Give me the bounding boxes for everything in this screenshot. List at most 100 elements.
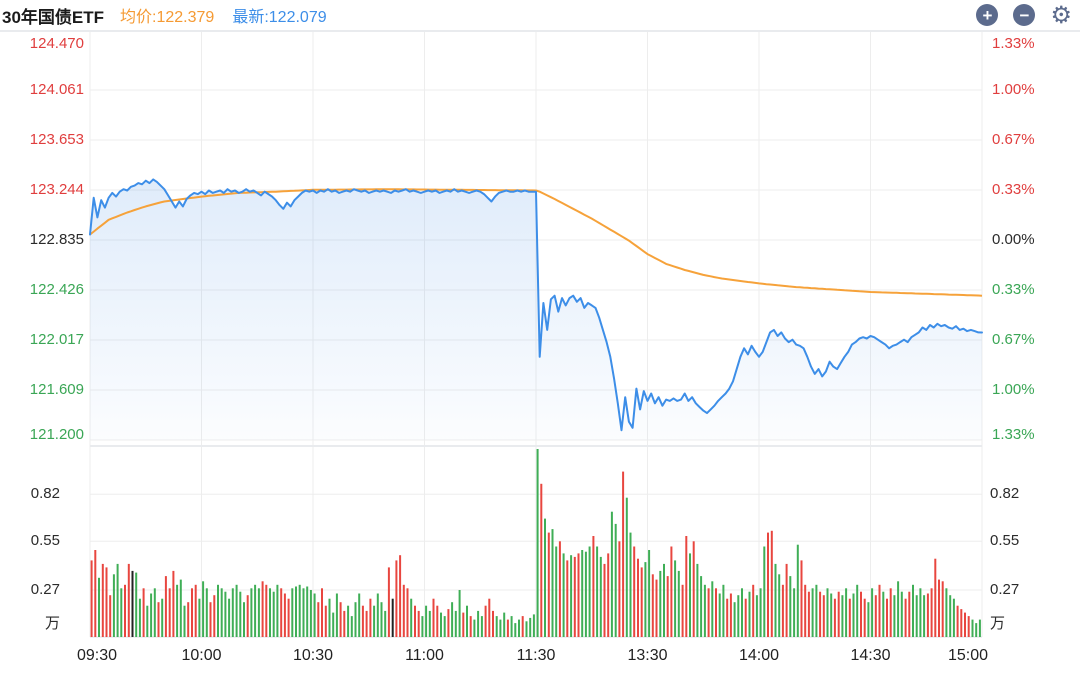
volume-bar	[209, 602, 212, 637]
volume-bar	[194, 584, 197, 637]
volume-bar	[863, 598, 866, 637]
volume-bar	[462, 612, 465, 637]
zoom-in-icon[interactable]: +	[976, 4, 999, 26]
volume-bar	[473, 619, 476, 637]
volume-bar	[696, 563, 699, 637]
volume-bar	[677, 570, 680, 637]
volume-bar	[235, 584, 238, 637]
percent-axis-label: 0.33%	[992, 181, 1035, 198]
volume-bar	[469, 616, 472, 637]
volume-bar	[971, 619, 974, 637]
volume-bar	[737, 595, 740, 637]
volume-bar	[860, 591, 862, 637]
volume-bar	[603, 563, 606, 637]
volume-bar	[540, 483, 543, 637]
volume-bar	[458, 590, 461, 637]
volume-bar	[707, 588, 710, 637]
volume-bar	[350, 616, 353, 637]
time-axis-label: 09:30	[76, 647, 118, 664]
time-axis-label: 15:00	[947, 647, 989, 664]
zoom-out-icon[interactable]: −	[1013, 4, 1036, 26]
settings-gear-icon[interactable]: ⚙	[1050, 1, 1072, 29]
volume-unit-label: 万	[44, 615, 60, 632]
volume-bar	[793, 588, 796, 637]
volume-bar	[176, 584, 179, 637]
volume-bar	[135, 572, 138, 637]
volume-bar	[778, 574, 781, 637]
price-axis-label: 121.609	[29, 381, 84, 398]
volume-bar	[689, 553, 691, 637]
volume-bar	[521, 616, 524, 637]
volume-bar	[544, 518, 546, 637]
volume-bar	[410, 598, 413, 637]
volume-bar	[131, 570, 134, 637]
volume-bar	[845, 588, 848, 637]
percent-axis-label: 1.33%	[992, 426, 1035, 443]
volume-bar	[915, 595, 918, 637]
volume-bar	[767, 532, 769, 637]
volume-bar	[254, 584, 257, 637]
volume-bar	[280, 588, 283, 637]
volume-bar	[187, 602, 190, 637]
volume-bar	[912, 584, 914, 637]
volume-bar	[283, 593, 286, 637]
volume-bar	[347, 605, 350, 637]
volume-bar	[168, 588, 171, 637]
volume-axis-label: 0.82	[30, 485, 60, 503]
volume-bar	[726, 598, 729, 637]
volume-bar	[287, 598, 290, 637]
volume-bar	[637, 558, 639, 637]
volume-bar	[547, 532, 550, 637]
volume-bar	[763, 546, 766, 637]
volume-bar	[744, 598, 747, 637]
volume-bar	[952, 598, 955, 637]
volume-bar	[882, 591, 885, 637]
percent-axis-label: 0.00%	[992, 231, 1035, 248]
volume-bar	[614, 523, 617, 637]
volume-bar	[246, 595, 249, 637]
volume-bar	[354, 602, 357, 637]
volume-bar	[659, 570, 662, 637]
volume-bar	[964, 612, 966, 637]
volume-bar	[239, 591, 242, 637]
percent-axis-label: 0.67%	[992, 331, 1035, 348]
volume-bar	[618, 541, 621, 637]
volume-bar	[514, 623, 517, 637]
price-axis-label: 122.017	[29, 331, 84, 348]
volume-bar	[789, 576, 792, 637]
volume-bar	[841, 595, 844, 637]
volume-bar	[629, 532, 632, 637]
volume-bar	[919, 588, 922, 637]
volume-bar	[562, 553, 565, 637]
volume-bar	[826, 588, 829, 637]
volume-bar	[295, 586, 297, 637]
volume-bar	[856, 584, 859, 637]
volume-bar	[243, 602, 245, 637]
volume-bar	[622, 471, 625, 637]
volume-bar	[822, 595, 825, 637]
volume-bar	[819, 591, 822, 637]
percent-axis-label: 0.67%	[992, 131, 1035, 148]
volume-bar	[451, 602, 454, 637]
volume-bar	[733, 602, 736, 637]
price-area-fill	[90, 179, 982, 440]
volume-bar	[785, 563, 788, 637]
volume-bar	[417, 610, 420, 637]
volume-bar	[231, 588, 234, 637]
volume-bar	[217, 584, 219, 637]
volume-bar	[685, 536, 688, 637]
volume-bar	[421, 616, 424, 637]
volume-bar	[674, 560, 677, 637]
volume-bar	[607, 553, 610, 637]
volume-bar	[644, 562, 647, 637]
volume-bar	[365, 610, 368, 637]
price-axis-label: 123.653	[29, 131, 84, 148]
volume-bar	[774, 563, 777, 637]
price-axis-label: 123.244	[29, 181, 84, 198]
volume-bar	[161, 598, 164, 637]
volume-bar	[596, 546, 599, 637]
volume-bar	[477, 610, 480, 637]
volume-bar	[116, 563, 119, 637]
time-axis-label: 13:30	[627, 647, 668, 664]
